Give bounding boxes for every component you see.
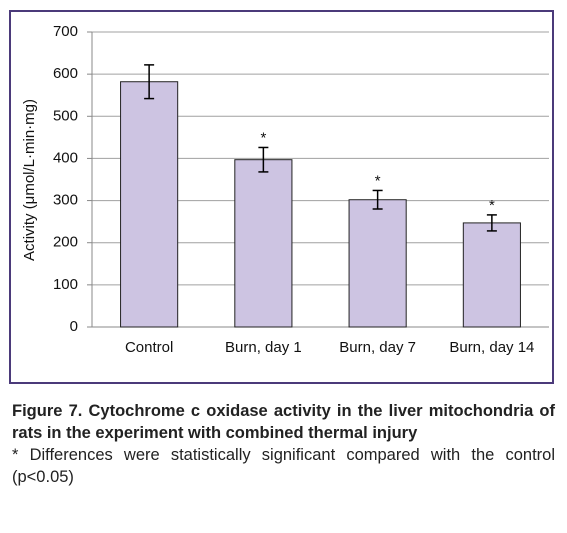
bar: [348, 199, 407, 328]
y-tick-label: 600: [53, 65, 78, 82]
bar: [120, 81, 179, 328]
x-tick-label: Burn, day 14: [449, 339, 534, 356]
x-tick-label: Control: [125, 339, 173, 356]
bar: [234, 159, 293, 328]
significance-mark: *: [260, 129, 266, 146]
y-tick-label: 300: [53, 192, 78, 209]
x-tick-label: Burn, day 1: [225, 339, 302, 356]
y-tick-label: 100: [53, 276, 78, 293]
caption-title: Figure 7. Cytochrome c oxidase activity …: [12, 402, 555, 442]
x-tick-label: Burn, day 7: [339, 339, 416, 356]
chart: Activity (μmol/L·min·mg) 0 100 200 300 400 50…: [21, 23, 549, 356]
y-tick-label: 200: [53, 234, 78, 251]
caption: Figure 7. Cytochrome c oxidase activity …: [12, 400, 555, 488]
significance-mark: *: [489, 197, 495, 214]
caption-note: * Differences were statistically signifi…: [12, 446, 555, 486]
significance-mark: *: [375, 172, 381, 189]
y-tick-label: 0: [70, 318, 78, 335]
y-tick-label: 500: [53, 107, 78, 124]
bar: [462, 222, 521, 328]
y-axis-label: Activity (μmol/L·min·mg): [21, 99, 38, 261]
y-tick-label: 700: [53, 23, 78, 40]
chart-frame: [9, 10, 554, 384]
y-tick-label: 400: [53, 149, 78, 166]
